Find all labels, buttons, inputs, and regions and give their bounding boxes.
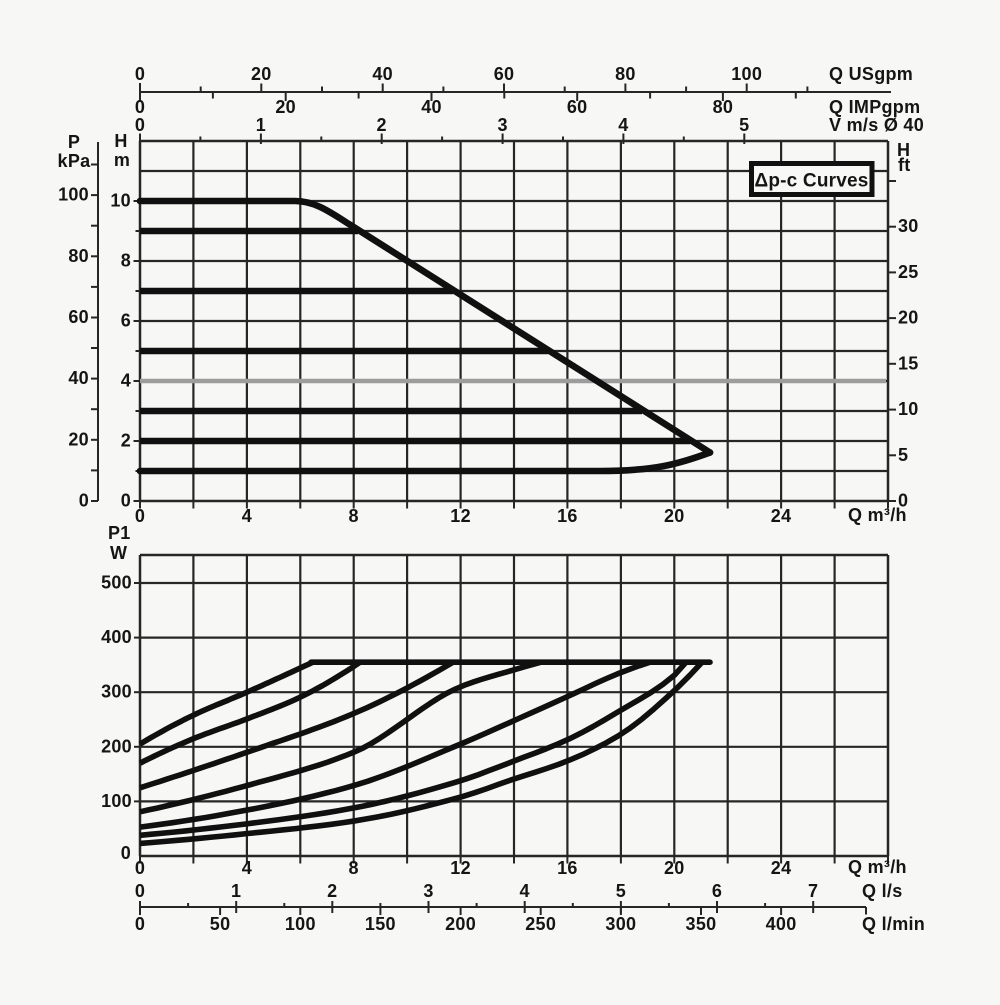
svg-text:0: 0	[898, 491, 908, 511]
svg-text:20: 20	[664, 858, 685, 878]
svg-text:40: 40	[421, 97, 442, 117]
svg-text:0: 0	[135, 506, 145, 526]
svg-text:Q IMPgpm: Q IMPgpm	[829, 97, 920, 117]
svg-text:4: 4	[520, 881, 530, 901]
svg-text:20: 20	[251, 64, 272, 84]
svg-text:300: 300	[605, 914, 636, 934]
svg-text:P: P	[68, 132, 80, 152]
svg-text:2: 2	[121, 431, 131, 451]
svg-text:80: 80	[615, 64, 636, 84]
svg-text:10: 10	[898, 399, 919, 419]
svg-text:40: 40	[372, 64, 393, 84]
svg-text:25: 25	[898, 262, 919, 282]
svg-text:P1: P1	[108, 523, 131, 543]
svg-text:ft: ft	[898, 155, 911, 175]
svg-text:60: 60	[494, 64, 515, 84]
svg-text:50: 50	[210, 914, 231, 934]
svg-text:15: 15	[898, 353, 919, 373]
svg-text:kPa: kPa	[58, 151, 92, 171]
svg-text:300: 300	[101, 682, 132, 702]
svg-text:30: 30	[898, 216, 919, 236]
svg-text:3: 3	[423, 881, 433, 901]
svg-text:100: 100	[731, 64, 762, 84]
svg-text:6: 6	[712, 881, 722, 901]
svg-text:400: 400	[101, 627, 132, 647]
svg-text:Q m³/h: Q m³/h	[848, 857, 907, 877]
svg-text:20: 20	[68, 429, 89, 449]
svg-text:Q l/min: Q l/min	[862, 914, 925, 934]
svg-text:7: 7	[808, 881, 818, 901]
svg-text:Q m³/h: Q m³/h	[848, 505, 907, 525]
svg-text:16: 16	[557, 858, 578, 878]
svg-text:150: 150	[365, 914, 396, 934]
svg-text:4: 4	[242, 858, 252, 878]
svg-text:0: 0	[121, 843, 131, 863]
svg-text:16: 16	[557, 506, 578, 526]
svg-text:80: 80	[68, 246, 89, 266]
svg-text:24: 24	[771, 858, 792, 878]
svg-text:4: 4	[242, 506, 252, 526]
svg-text:200: 200	[445, 914, 476, 934]
svg-text:20: 20	[898, 308, 919, 328]
svg-text:350: 350	[686, 914, 717, 934]
svg-text:H: H	[114, 131, 127, 151]
svg-text:20: 20	[664, 506, 685, 526]
svg-text:40: 40	[68, 368, 89, 388]
svg-text:8: 8	[121, 251, 131, 271]
svg-text:5: 5	[898, 445, 908, 465]
svg-text:200: 200	[101, 736, 132, 756]
svg-text:1: 1	[231, 881, 241, 901]
svg-text:8: 8	[349, 858, 359, 878]
svg-text:0: 0	[135, 858, 145, 878]
svg-text:60: 60	[567, 97, 588, 117]
svg-text:0: 0	[135, 914, 145, 934]
svg-text:250: 250	[525, 914, 556, 934]
svg-text:0: 0	[121, 491, 131, 511]
svg-text:8: 8	[349, 506, 359, 526]
svg-text:2: 2	[377, 115, 387, 135]
svg-text:12: 12	[450, 858, 471, 878]
svg-text:0: 0	[135, 881, 145, 901]
svg-text:5: 5	[739, 115, 749, 135]
svg-text:H: H	[897, 140, 910, 160]
svg-text:1: 1	[256, 115, 266, 135]
svg-text:500: 500	[101, 573, 132, 593]
svg-text:0: 0	[79, 491, 89, 511]
svg-text:12: 12	[450, 506, 471, 526]
svg-text:60: 60	[68, 307, 89, 327]
svg-text:100: 100	[58, 185, 89, 205]
svg-text:0: 0	[135, 64, 145, 84]
svg-text:10: 10	[110, 191, 131, 211]
svg-text:4: 4	[618, 115, 628, 135]
svg-text:20: 20	[275, 97, 296, 117]
svg-text:Q l/s: Q l/s	[862, 881, 903, 901]
svg-text:W: W	[110, 543, 127, 563]
svg-text:4: 4	[121, 371, 131, 391]
svg-text:3: 3	[497, 115, 507, 135]
svg-text:24: 24	[771, 506, 792, 526]
svg-text:400: 400	[766, 914, 797, 934]
svg-text:6: 6	[121, 311, 131, 331]
svg-text:100: 100	[101, 791, 132, 811]
svg-text:m: m	[114, 150, 130, 170]
svg-text:0: 0	[135, 115, 145, 135]
svg-text:80: 80	[713, 97, 734, 117]
svg-text:0: 0	[135, 97, 145, 117]
svg-text:100: 100	[285, 914, 316, 934]
svg-text:2: 2	[327, 881, 337, 901]
svg-text:V m/s Ø 40: V m/s Ø 40	[829, 115, 924, 135]
svg-text:5: 5	[616, 881, 626, 901]
svg-text:Δp-c Curves: Δp-c Curves	[754, 171, 868, 192]
svg-text:Q USgpm: Q USgpm	[829, 64, 913, 84]
